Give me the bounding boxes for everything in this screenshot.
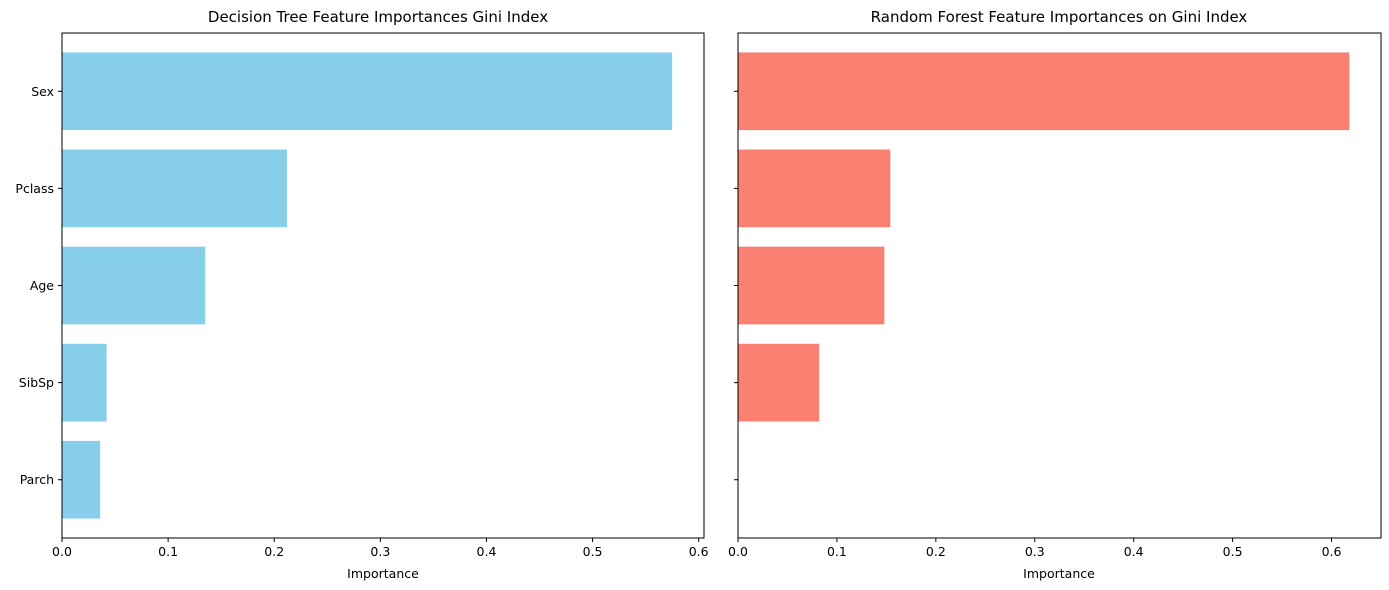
x-tick-label: 0.6 <box>689 544 709 559</box>
y-tick-label: Sex <box>31 84 54 99</box>
x-tick-label: 0.6 <box>1322 544 1342 559</box>
x-tick-label: 0.2 <box>264 544 284 559</box>
y-tick-label: SibSp <box>19 375 54 390</box>
x-tick-label: 0.3 <box>370 544 390 559</box>
bar-sibsp <box>62 343 107 422</box>
y-tick-label: Parch <box>20 472 54 487</box>
x-tick-labels: 0.0 0.1 0.2 0.3 0.4 0.5 0.6 <box>728 538 1342 559</box>
x-tick-labels: 0.0 0.1 0.2 0.3 0.4 0.5 0.6 <box>52 538 709 559</box>
bar-sex <box>62 52 673 131</box>
bar-age <box>62 246 206 325</box>
bar-parch <box>62 440 101 519</box>
x-tick-label: 0.1 <box>827 544 847 559</box>
x-tick-label: 0.5 <box>583 544 603 559</box>
y-tick-marks <box>734 90 738 481</box>
bar-pclass <box>738 149 891 228</box>
axes-frame <box>737 32 1382 539</box>
y-tick-label: Age <box>30 278 54 293</box>
x-tick-label: 0.0 <box>52 544 72 559</box>
x-tick-label: 0.5 <box>1223 544 1243 559</box>
x-tick-label: 0.2 <box>926 544 946 559</box>
chart-decision-tree: Decision Tree Feature Importances Gini I… <box>15 8 708 581</box>
x-tick-label: 0.3 <box>1025 544 1045 559</box>
x-tick-label: 0.1 <box>158 544 178 559</box>
chart-title: Decision Tree Feature Importances Gini I… <box>208 8 548 26</box>
bar-age <box>738 246 885 325</box>
axes-frame <box>61 32 705 539</box>
x-axis-label: Importance <box>347 566 419 581</box>
bar-sex <box>738 52 1350 131</box>
x-tick-label: 0.0 <box>728 544 748 559</box>
y-tick-label: Pclass <box>15 181 54 196</box>
bar-group <box>62 52 673 519</box>
x-tick-label: 0.4 <box>1124 544 1144 559</box>
bar-pclass <box>62 149 287 228</box>
chart-title: Random Forest Feature Importances on Gin… <box>871 8 1248 26</box>
x-tick-label: 0.4 <box>477 544 497 559</box>
chart-random-forest: Random Forest Feature Importances on Gin… <box>728 8 1382 581</box>
bar-sibsp <box>738 343 820 422</box>
x-axis-label: Importance <box>1023 566 1095 581</box>
bar-group <box>738 52 1350 422</box>
y-tick-labels: Sex Pclass Age SibSp Parch <box>15 84 62 487</box>
